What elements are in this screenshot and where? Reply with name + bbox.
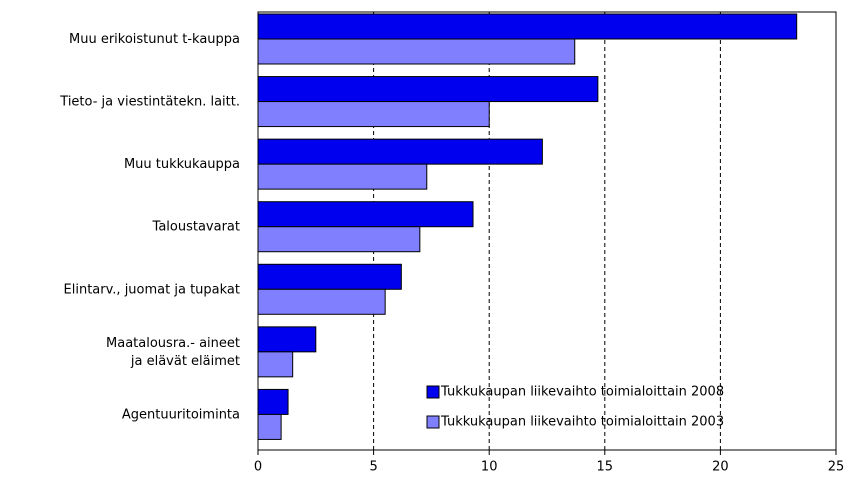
legend-label: Tukkukaupan liikevaihto toimialoittain 2… [440, 415, 724, 430]
bar [257, 163, 428, 190]
y-tick-label: Muu tukkukauppa [124, 157, 240, 172]
y-tick-label: Taloustavarat [152, 219, 240, 234]
y-tick-label: Agentuuritoiminta [122, 407, 240, 422]
legend-swatch [426, 415, 440, 429]
x-tick-label: 15 [597, 460, 614, 475]
bar [257, 101, 490, 128]
y-tick-label: Maatalousra.- aineet ja elävät eläimet [106, 335, 240, 368]
bar [257, 13, 798, 40]
y-tick-label: Elintarv., juomat ja tupakat [64, 282, 240, 297]
bar [257, 388, 289, 415]
bar [257, 226, 421, 253]
bar [257, 288, 386, 315]
x-tick-label: 25 [828, 460, 845, 475]
bar [257, 263, 402, 290]
y-tick-label: Muu erikoistunut t-kauppa [69, 32, 240, 47]
bar [257, 201, 474, 228]
bar [257, 76, 599, 103]
x-tick-label: 0 [254, 460, 262, 475]
x-tick-label: 20 [712, 460, 729, 475]
bar [257, 351, 294, 378]
x-tick-label: 10 [481, 460, 498, 475]
legend-swatch [426, 385, 440, 399]
bar [257, 138, 543, 165]
x-tick-label: 5 [369, 460, 377, 475]
legend-label: Tukkukaupan liikevaihto toimialoittain 2… [440, 385, 724, 400]
bar [257, 413, 282, 440]
y-tick-label: Tieto- ja viestintätekn. laitt. [59, 94, 240, 109]
bar [257, 38, 576, 65]
bar [257, 326, 317, 353]
